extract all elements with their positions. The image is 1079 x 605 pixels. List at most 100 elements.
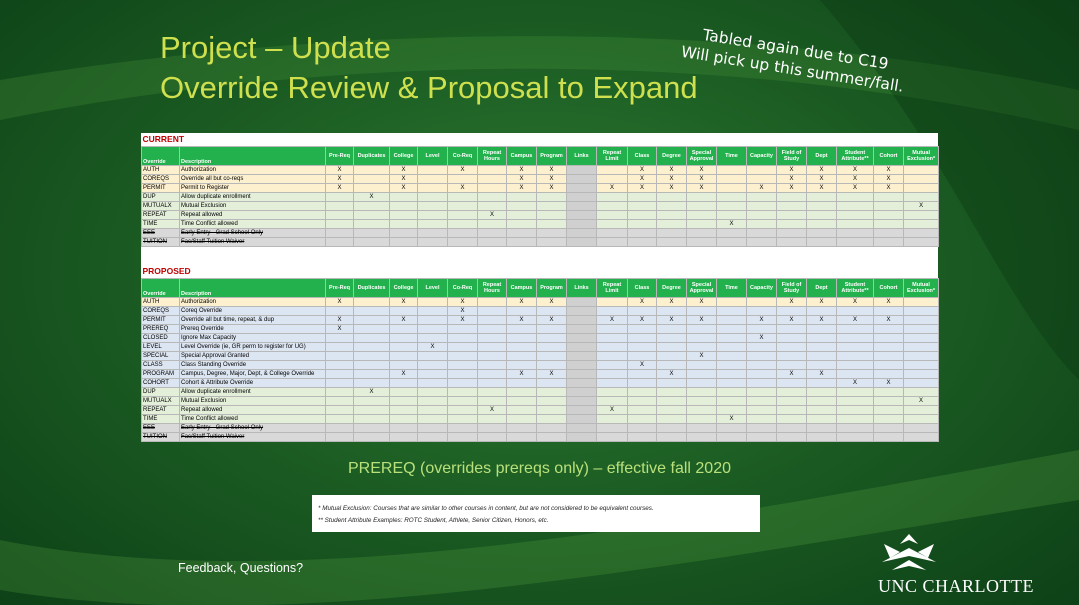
override-cell <box>447 360 478 370</box>
override-row: CLASS Class Standing Override X <box>141 360 939 370</box>
override-cell: X <box>417 342 448 352</box>
override-cell: X <box>836 297 874 307</box>
override-cell <box>806 405 837 415</box>
override-cell <box>686 306 717 316</box>
override-cell <box>656 405 687 415</box>
override-cell <box>716 369 747 379</box>
override-cell <box>746 219 777 229</box>
column-header: Pre-Req <box>325 146 354 166</box>
override-cell <box>776 333 807 343</box>
override-cell <box>417 228 448 238</box>
override-cell <box>746 165 777 175</box>
override-cell <box>686 210 717 220</box>
override-row: TIME Time Conflict allowed X <box>141 219 940 229</box>
override-cell <box>325 201 354 211</box>
override-cell <box>903 324 939 334</box>
override-description: Fac/Staff Tuition Waiver <box>179 432 326 442</box>
override-cell: X <box>325 183 354 193</box>
override-cell <box>506 306 537 316</box>
override-cell <box>656 192 687 202</box>
override-cell <box>417 297 448 307</box>
override-cell <box>325 342 354 352</box>
override-cell <box>506 396 537 406</box>
override-cell <box>776 378 807 388</box>
override-cell <box>686 333 717 343</box>
column-header: Repeat Limit <box>596 146 628 166</box>
override-cell <box>806 210 837 220</box>
override-cell <box>325 387 354 397</box>
override-cell <box>447 351 478 361</box>
override-cell <box>353 396 390 406</box>
override-cell <box>836 414 874 424</box>
override-cell: X <box>627 174 657 184</box>
footnote: ** Student Attribute Examples: ROTC Stud… <box>318 517 549 524</box>
override-row: EEE Early Entry - Grad School Only <box>141 423 939 433</box>
override-cell <box>506 405 537 415</box>
override-row: PREREQ Prereq Override X <box>141 324 939 334</box>
override-cell <box>417 405 448 415</box>
override-cell: X <box>776 165 807 175</box>
override-cell <box>903 414 939 424</box>
column-header: Field of Study <box>776 146 807 166</box>
override-cell <box>776 387 807 397</box>
override-tables: CURRENT Override Description Pre-Req Duplica… <box>141 133 940 442</box>
override-cell <box>716 333 747 343</box>
override-cell <box>746 324 777 334</box>
override-code: REPEAT <box>141 210 180 220</box>
override-cell: X <box>656 297 687 307</box>
override-cell <box>656 378 687 388</box>
column-header: Override <box>141 278 180 298</box>
override-description: Ignore Max Capacity <box>179 333 326 343</box>
override-cell <box>873 219 904 229</box>
override-cell <box>873 237 904 247</box>
override-row: MUTUALX Mutual Exclusion X <box>141 396 939 406</box>
override-cell: X <box>746 183 777 193</box>
override-cell <box>353 414 390 424</box>
override-description: Early Entry - Grad School Only <box>179 228 326 238</box>
override-cell <box>477 378 507 388</box>
override-cell <box>627 414 657 424</box>
override-row: DUP Allow duplicate enrollment X <box>141 192 940 202</box>
override-cell <box>873 432 904 442</box>
override-cell <box>596 306 628 316</box>
override-cell <box>903 369 939 379</box>
override-cell <box>536 306 567 316</box>
override-cell <box>716 396 747 406</box>
footnotes: * Mutual Exclusion: Courses that are sim… <box>312 495 760 532</box>
override-cell <box>806 414 837 424</box>
override-cell <box>716 378 747 388</box>
override-cell <box>903 387 939 397</box>
override-cell <box>506 201 537 211</box>
override-cell <box>389 333 418 343</box>
override-cell: X <box>536 174 567 184</box>
override-cell <box>325 192 354 202</box>
override-cell: X <box>627 165 657 175</box>
override-cell <box>806 351 837 361</box>
override-cell <box>536 360 567 370</box>
override-cell <box>566 342 597 352</box>
override-cell <box>873 306 904 316</box>
override-cell <box>325 306 354 316</box>
override-description: Early Entry - Grad School Only <box>179 423 326 433</box>
override-cell <box>746 405 777 415</box>
override-row: REPEAT Repeat allowed X <box>141 210 940 220</box>
override-cell <box>447 237 478 247</box>
logo-icon <box>882 534 936 570</box>
override-cell <box>477 315 507 325</box>
override-cell <box>746 414 777 424</box>
override-cell: X <box>656 315 687 325</box>
override-cell <box>536 396 567 406</box>
override-cell <box>746 192 777 202</box>
override-cell <box>596 165 628 175</box>
override-cell: X <box>596 315 628 325</box>
override-cell: X <box>627 360 657 370</box>
override-description: Level Override (ie, GR perm to register … <box>179 342 326 352</box>
override-cell <box>447 423 478 433</box>
override-cell <box>447 378 478 388</box>
override-cell <box>902 165 940 175</box>
header-row: Override Description Pre-Req Duplicates Coll… <box>141 278 939 298</box>
override-cell <box>776 219 807 229</box>
override-cell <box>596 174 628 184</box>
override-cell <box>806 219 837 229</box>
